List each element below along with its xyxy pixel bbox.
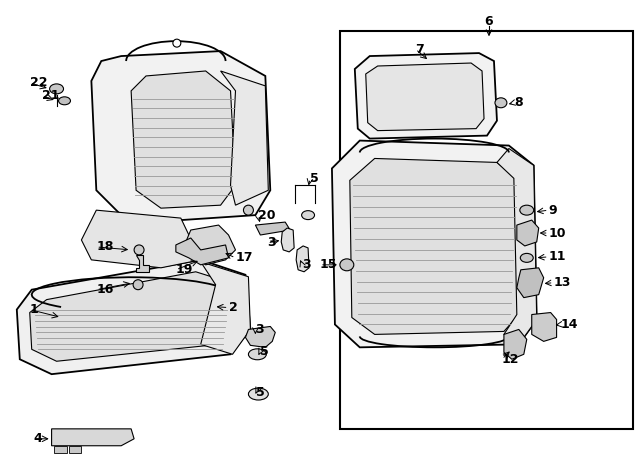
Polygon shape (17, 260, 250, 374)
Text: 3: 3 (255, 323, 264, 336)
Text: 20: 20 (259, 209, 276, 222)
Ellipse shape (248, 349, 266, 360)
Text: 21: 21 (42, 89, 59, 102)
Text: 6: 6 (484, 15, 493, 28)
Polygon shape (52, 429, 134, 446)
Polygon shape (186, 225, 236, 265)
Ellipse shape (301, 211, 314, 219)
Polygon shape (29, 272, 236, 361)
Polygon shape (221, 71, 268, 205)
Circle shape (134, 245, 144, 255)
Polygon shape (246, 326, 275, 347)
Ellipse shape (50, 84, 63, 94)
Polygon shape (131, 71, 236, 208)
Ellipse shape (248, 388, 268, 400)
Text: 16: 16 (97, 283, 114, 296)
Ellipse shape (520, 205, 534, 215)
Text: 12: 12 (502, 353, 520, 366)
Text: 5: 5 (310, 172, 319, 185)
Ellipse shape (58, 97, 70, 105)
Text: 7: 7 (415, 42, 424, 56)
Text: 11: 11 (548, 251, 566, 263)
Circle shape (173, 39, 181, 47)
Polygon shape (517, 220, 539, 246)
Text: 10: 10 (548, 227, 566, 240)
Text: 13: 13 (554, 276, 571, 289)
Circle shape (133, 280, 143, 290)
Text: 17: 17 (236, 252, 253, 264)
Text: 8: 8 (514, 96, 522, 109)
Bar (340, 31, 633, 429)
Text: 4: 4 (34, 432, 42, 445)
Text: 9: 9 (548, 203, 557, 217)
Polygon shape (355, 53, 497, 138)
Polygon shape (201, 262, 250, 354)
Text: 15: 15 (320, 258, 337, 271)
Text: 3: 3 (268, 236, 276, 250)
Ellipse shape (495, 98, 507, 108)
Text: 2: 2 (228, 301, 237, 314)
Text: 5: 5 (260, 345, 269, 358)
Ellipse shape (340, 259, 354, 271)
Polygon shape (81, 210, 201, 268)
Circle shape (243, 205, 253, 215)
Polygon shape (255, 222, 290, 235)
Polygon shape (532, 313, 557, 341)
Polygon shape (497, 148, 537, 344)
Polygon shape (136, 255, 149, 272)
Text: 19: 19 (176, 263, 193, 276)
Text: 1: 1 (29, 303, 38, 316)
Ellipse shape (520, 253, 533, 262)
Polygon shape (281, 228, 294, 252)
Polygon shape (332, 140, 537, 347)
Polygon shape (92, 51, 270, 220)
Polygon shape (176, 238, 228, 265)
Polygon shape (54, 446, 67, 453)
Polygon shape (504, 329, 527, 359)
Polygon shape (350, 158, 519, 334)
Polygon shape (517, 268, 543, 298)
Polygon shape (365, 63, 484, 130)
Text: 3: 3 (302, 258, 311, 271)
Polygon shape (70, 446, 81, 453)
Text: 22: 22 (29, 76, 47, 89)
Text: 14: 14 (561, 318, 578, 331)
Text: 18: 18 (97, 240, 114, 253)
Text: 5: 5 (257, 386, 265, 398)
Polygon shape (296, 246, 309, 272)
